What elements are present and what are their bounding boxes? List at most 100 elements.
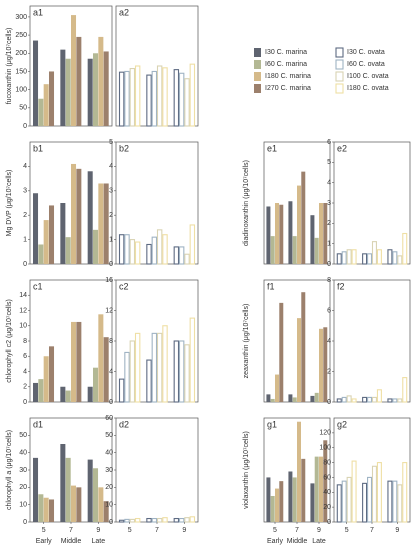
bar [98,314,104,402]
bar [392,480,398,523]
bar [292,397,297,402]
bar [392,398,398,403]
x-stage-label: Middle [61,538,82,545]
bar [48,346,55,402]
panel-label: d1 [33,419,43,429]
bar [266,394,271,402]
bar [266,206,271,264]
bar [43,220,49,264]
panel-label: f1 [267,281,275,291]
bar [336,398,342,403]
y-tick-label: 1 [23,236,27,243]
bar [301,458,306,522]
y-tick-label: 300 [15,14,27,21]
bar [151,70,158,127]
x-stage-label: Early [36,538,52,545]
y-tick-label: 4 [327,180,331,187]
panel-label: c1 [33,281,43,291]
bar [392,251,398,265]
y-tick-label: 2 [23,212,27,219]
bar [178,517,185,523]
bar [323,327,328,402]
bar [156,65,163,127]
bar [279,204,284,264]
x-tick-label: 9 [317,527,321,534]
bar [118,378,125,403]
bar [48,499,55,522]
bar [275,203,279,264]
y-tick-label: 0 [23,519,27,526]
bar [151,332,158,403]
bar [301,292,306,402]
bar [162,517,168,523]
panel-label: e1 [267,143,277,153]
legend-label: I60 C. marina [265,61,307,68]
legend-swatch [335,83,344,94]
bar [118,234,125,265]
y-axis-title: chlorophyll c2 (μg/10⁷cells) [6,299,13,383]
y-tick-label: 20 [19,484,27,491]
bar [71,15,77,126]
panel-label: e2 [337,143,347,153]
y-tick-label: 14 [19,292,27,299]
y-axis-title: fucoxanthin (μg/10⁷cells) [6,28,13,105]
y-tick-label: 6 [327,139,331,146]
bar [60,203,66,264]
legend-label: I180 C. marina [265,73,311,80]
bar [129,239,136,265]
y-tick-label: 5 [109,139,113,146]
bar [371,241,377,265]
bar [376,462,382,523]
bar [129,340,136,403]
panel-label: c2 [119,281,129,291]
bar [76,36,82,127]
bar [48,71,55,126]
bar [292,236,297,264]
bar [93,468,99,522]
bar [178,340,185,403]
panel-label: a2 [119,7,129,17]
panel-label: f2 [337,281,345,291]
bar [275,488,279,522]
bar [98,183,104,264]
y-tick-label: 16 [105,277,113,284]
bar [38,244,44,264]
bar [387,480,393,523]
bar [43,84,49,126]
y-tick-label: 4 [109,368,113,375]
y-tick-label: 10 [19,502,27,509]
panel-label: b1 [33,143,43,153]
panel-label: g1 [267,419,277,429]
bar [367,476,373,523]
bar [118,519,125,523]
bar [292,477,297,522]
bar [129,67,136,127]
bar [38,494,44,522]
bar [124,351,130,403]
bar [367,396,373,403]
bar [297,318,301,402]
bar [93,367,99,402]
bar [288,471,293,522]
y-axis-title: zeaxanthin (μg/10⁷cells) [243,304,250,379]
panel-frame [333,279,411,403]
bar [76,321,82,402]
bar [103,51,109,126]
bar [310,395,315,402]
y-tick-label: 1 [109,236,113,243]
x-tick-label: 9 [96,527,100,534]
bar [151,517,158,523]
bar [60,444,66,522]
legend-label: I30 C. marina [265,49,307,56]
bar [93,53,99,126]
bar [65,457,71,522]
y-tick-label: 0 [327,519,331,526]
y-axis-title: diadinoxanthin (μg/10⁷cells) [243,160,250,246]
bar [362,253,368,265]
y-tick-label: 1 [327,241,331,248]
bar [87,459,93,522]
bar [301,171,306,264]
bar [319,203,323,264]
panel-label: d2 [119,419,129,429]
x-tick-label: 5 [345,527,349,534]
